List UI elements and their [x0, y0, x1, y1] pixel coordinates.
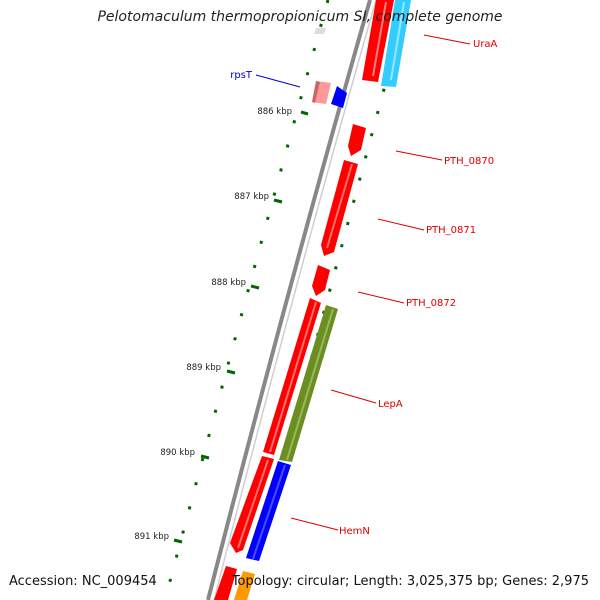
- leader-uraa: [423, 34, 471, 45]
- gene-label-lepa: LepA: [378, 399, 403, 410]
- leader-lepa: [330, 389, 377, 404]
- gene-label-pth0872: PTH_0872: [406, 298, 456, 309]
- tick-label-886: 886 kbp: [257, 107, 292, 117]
- gene-lepa-cds[interactable]: [263, 298, 321, 455]
- tick-mark-890: [200, 454, 210, 460]
- gene-lepa-highlight: [269, 301, 317, 453]
- gene-uraa-cog-highlight: [390, 1, 405, 81]
- topology-value: circular: [296, 574, 345, 589]
- gene-rpst-blue[interactable]: [331, 86, 347, 108]
- genome-backbone: [206, 0, 372, 600]
- gene-features: [214, 0, 411, 600]
- gene-label-pth0870: PTH_0870: [444, 156, 494, 167]
- gene-label-uraa: UraA: [473, 39, 498, 50]
- gene-label-hemn: HemN: [339, 526, 370, 537]
- gene-bottom-red: [214, 566, 237, 600]
- tick-mark-886: [300, 110, 309, 116]
- tick-label-887: 887 kbp: [234, 192, 269, 202]
- genome-stats: Topology: circular; Length: 3,025,375 bp…: [231, 574, 589, 589]
- leader-pth0870: [395, 150, 443, 161]
- tick-label-890: 890 kbp: [160, 448, 195, 458]
- gene-hemn-cog-highlight: [252, 464, 286, 560]
- tick-label-888: 888 kbp: [211, 278, 246, 288]
- tick-mark-888: [250, 284, 260, 290]
- leader-rpst: [255, 74, 301, 88]
- leader-hemn: [290, 517, 339, 531]
- gene-uraa-cds[interactable]: [362, 0, 394, 82]
- accession-info: Accession: NC_009454: [9, 574, 157, 589]
- gene-label-rpst: rpsT: [230, 70, 253, 81]
- gene-lepa-cog-highlight: [286, 308, 334, 461]
- label-leaders: [255, 34, 471, 531]
- kbp-tick-marks: [173, 110, 309, 544]
- gene-pth0870[interactable]: [348, 124, 366, 156]
- gene-label-pth0871: PTH_0871: [426, 225, 476, 236]
- tick-label-891: 891 kbp: [134, 532, 169, 542]
- gene-rpst-pink-dark: [312, 81, 320, 103]
- genes-value: 2,975: [551, 574, 589, 589]
- gene-pth0872[interactable]: [312, 265, 330, 296]
- tick-label-889: 889 kbp: [186, 363, 221, 373]
- genome-backbone-inner: [213, 0, 377, 600]
- gene-uraa-cog[interactable]: [381, 0, 411, 87]
- length-value: 3,025,375 bp: [406, 574, 494, 589]
- tick-mark-891: [173, 538, 183, 544]
- leader-pth0871: [377, 218, 425, 231]
- genes-label: Genes:: [502, 574, 548, 589]
- topology-label: Topology:: [231, 574, 293, 589]
- map-title: Pelotomaculum thermopropionicum SI, comp…: [97, 9, 503, 25]
- gene-bottom-orange: [234, 571, 255, 600]
- leader-pth0872: [357, 291, 405, 304]
- tick-mark-889: [226, 369, 236, 375]
- gene-uraa-highlight: [372, 1, 387, 77]
- gene-top-small: [314, 28, 326, 34]
- accession-value: NC_009454: [81, 574, 157, 589]
- accession-label: Accession:: [9, 574, 78, 589]
- outer-dotted-track: [163, 0, 330, 600]
- gene-pth0871-highlight: [326, 163, 353, 249]
- tick-mark-887: [273, 198, 283, 204]
- gene-hemn-highlight: [237, 459, 269, 549]
- length-label: Length:: [353, 574, 403, 589]
